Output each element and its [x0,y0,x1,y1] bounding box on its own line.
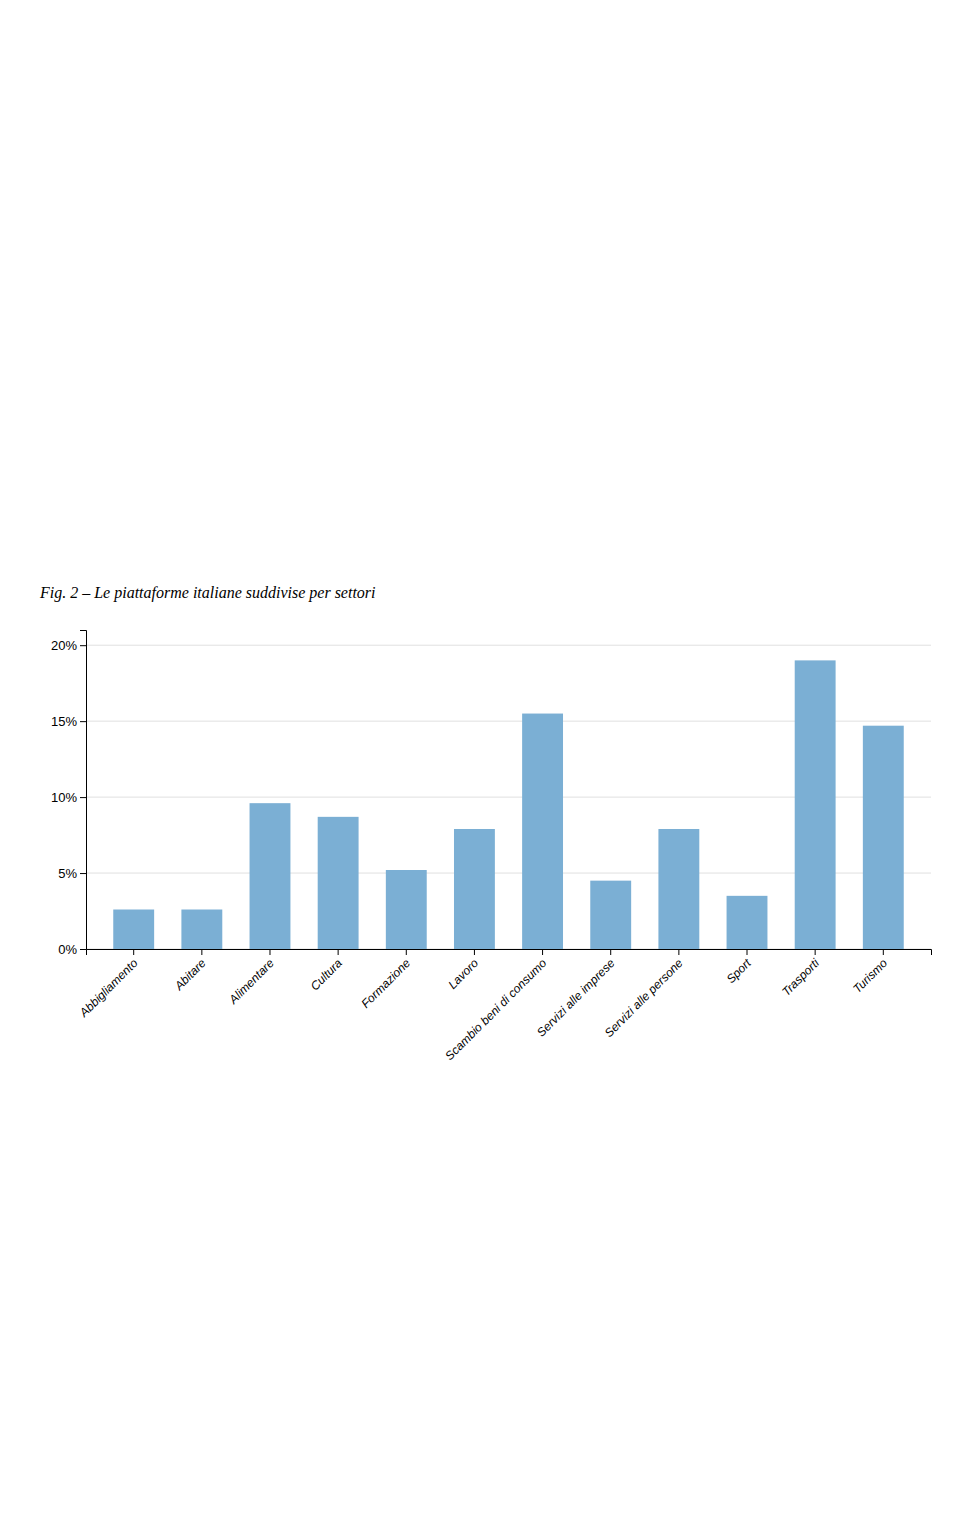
bar [386,870,427,949]
tick-mark [80,873,86,874]
x-tick-label: Abbigliamento [76,956,141,1021]
axis-line [87,950,932,956]
y-tick-label: 10% [51,790,77,805]
y-tick: 15% [51,714,86,729]
y-tick: 5% [58,866,86,881]
bar [863,726,904,949]
x-tick: Abitare [171,949,209,994]
y-tick: 20% [51,638,86,653]
bar [795,660,836,949]
x-tick-label: Trasporti [779,956,822,999]
x-tick: Scambio beni di consumo [442,949,549,1063]
x-tick-label: Alimentare [226,956,277,1007]
tick-mark [747,949,748,955]
x-axis: Abbigliamento Abitare Alimentare Cultura For… [76,949,931,1063]
tick-mark [80,949,86,950]
tick-mark [133,949,134,955]
y-tick-label: 5% [58,866,77,881]
tick-mark [474,949,475,955]
y-tick-label: 20% [51,638,77,653]
tick-mark [269,949,270,955]
bar [658,829,699,949]
x-tick-label: Cultura [308,956,345,993]
tick-mark [542,949,543,955]
tick-mark [406,949,407,955]
x-tick-label: Servizi alle persone [602,956,686,1040]
x-tick: Formazione [358,949,413,1011]
grid [86,645,931,949]
x-tick: Alimentare [226,949,277,1007]
y-tick-label: 0% [58,942,77,957]
bar [454,829,495,949]
y-axis: 0% 5% 10% 15% 20% [51,631,87,957]
x-tick-label: Scambio beni di consumo [442,956,549,1063]
bar [250,803,291,949]
y-tick: 0% [58,942,86,957]
tick-mark [610,949,611,955]
chart-title: Fig. 2 – Le piattaforme italiane suddivi… [39,584,376,602]
tick-mark [201,949,202,955]
x-tick-label: Abitare [171,956,209,994]
x-tick-label: Sport [724,956,755,987]
bar [590,881,631,949]
bar [181,910,222,949]
x-tick-label: Turismo [850,956,890,996]
plot: 0% 5% 10% 15% 20% Abbigliamento Abitare Aliment… [51,631,932,1064]
bars [113,660,903,949]
tick-mark [338,949,339,955]
tick-mark [678,949,679,955]
bar [113,910,154,949]
x-tick: Lavoro [445,949,481,992]
x-tick: Cultura [308,949,345,993]
x-tick-label: Lavoro [445,956,481,992]
x-tick: Turismo [850,949,890,996]
bar [522,714,563,949]
x-tick: Sport [724,949,755,986]
x-tick-label: Formazione [358,956,413,1011]
chart: Fig. 2 – Le piattaforme italiane suddivi… [0,0,960,1518]
x-tick: Abbigliamento [76,949,141,1020]
bar [727,896,768,949]
bar [318,817,359,949]
x-tick: Trasporti [779,949,822,999]
x-tick: Servizi alle persone [602,949,686,1040]
tick-mark [80,797,86,798]
tick-mark [80,721,86,722]
grid-line [86,645,931,646]
tick-mark [883,949,884,955]
y-tick: 10% [51,790,86,805]
y-tick-label: 15% [51,714,77,729]
axis-line [80,631,87,950]
tick-mark [80,645,86,646]
tick-mark [815,949,816,955]
